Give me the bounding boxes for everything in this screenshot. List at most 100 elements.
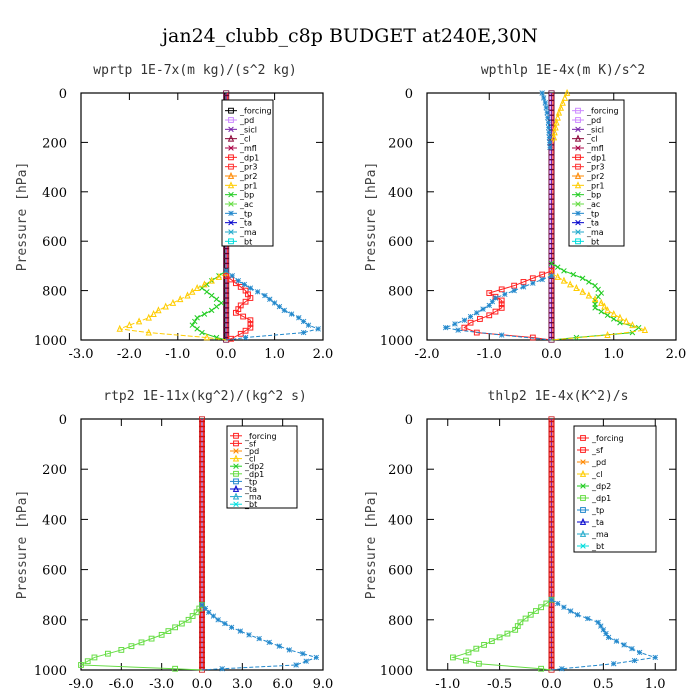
legend-marker [575,201,581,207]
zero-series-marker [548,481,555,487]
zero-series-marker [223,263,230,269]
data-point [189,613,196,619]
series-dp1 [223,272,254,342]
data-point [266,639,272,646]
legend-entry: _dp1 [577,494,611,503]
legend-label: _dp1 [591,494,611,503]
data-point [546,129,552,136]
legend-marker [233,440,239,447]
series-tp [548,597,658,672]
x-tick-label: -1.0 [165,347,190,362]
panel-3: rtp2 1E-11x(kg^2)/(kg^2 s) Pressure [hPa]… [15,389,333,692]
zero-series-marker [548,194,555,200]
data-point [228,624,235,631]
data-point [241,281,248,288]
zero-line-profiles [198,416,205,673]
legend-label: _ma [244,493,262,502]
data-point [548,597,555,603]
zero-series-marker [548,662,555,668]
data-point [555,108,563,116]
legend-label: _mfl [586,144,604,153]
series-line [451,599,552,671]
data-point [520,284,527,290]
data-point [242,327,249,334]
zero-series-marker [223,307,230,313]
y-tick-label: 200 [388,136,413,151]
legend-entry: _dp2 [577,482,611,491]
legend-marker [580,435,586,441]
zero-series-marker [198,572,205,578]
legend-marker [574,171,582,179]
legend-marker [232,492,240,500]
legend-entry: _sf [577,446,603,455]
legend-marker [233,463,239,469]
legend-marker [233,470,239,477]
legend-label: _bt [244,500,257,509]
x-tick-label: -9.0 [68,677,93,692]
data-point [162,302,169,310]
legend-marker [227,181,235,189]
data-point [489,298,496,305]
data-point [545,114,551,121]
data-point [135,317,143,325]
y-tick-label: 600 [42,235,67,250]
data-point [533,608,539,614]
data-point [452,321,458,327]
zero-series-marker [548,278,555,284]
data-point [566,280,574,288]
zero-series-marker [548,627,555,633]
legend-label: _tp [586,209,599,218]
zero-series-marker [548,164,555,170]
data-point [595,619,601,626]
legend-marker [228,163,234,170]
legend-box [226,425,298,509]
legend: _forcing_pd_sicl_cl_mfl_dp1_pr3_pr2_pr1_… [568,99,625,247]
legend-label: _bp [586,191,601,200]
data-point [621,642,627,648]
data-point [547,144,553,151]
data-point [563,88,571,96]
data-point [561,93,569,101]
zero-series-marker [548,617,555,623]
x-tick-label: 1.0 [645,677,666,692]
legend-label: _bt [239,237,252,246]
y-tick-label: 0 [405,413,413,428]
legend-entry: _ma [225,228,257,237]
data-point [591,295,599,303]
data-point [527,611,534,618]
legend-entry: _ta [572,219,599,228]
data-point [84,658,91,665]
zero-series-marker [548,441,555,447]
zero-series-marker [548,243,555,249]
data-point [215,617,221,623]
legend-label: _pd [244,447,259,456]
zero-series-marker [198,642,205,648]
data-point [522,615,529,622]
data-point [210,613,217,619]
series-tp [199,602,319,672]
zero-series-marker [198,526,205,533]
zero-series-marker [548,297,555,304]
legend-label: _pd [591,458,606,467]
zero-series-marker [548,451,555,457]
data-point [116,324,123,332]
zero-series-marker [548,582,555,588]
data-point [560,276,568,284]
zero-series-marker [548,471,555,477]
legend-label: _ma [586,228,604,237]
data-point [486,290,493,296]
legend-entry: _pd [230,447,259,456]
data-point [208,307,215,314]
series-line [443,275,552,341]
legend-entry: _forcing [572,107,619,116]
data-point [631,657,638,664]
data-point [498,304,505,311]
data-point [222,620,228,627]
legend-label: _pd [586,116,601,125]
x-tick-label: 0.5 [593,677,614,692]
legend-label: _ta [239,219,252,228]
data-point [629,329,636,336]
y-tick-label: 400 [42,186,67,201]
data-point [247,317,254,324]
